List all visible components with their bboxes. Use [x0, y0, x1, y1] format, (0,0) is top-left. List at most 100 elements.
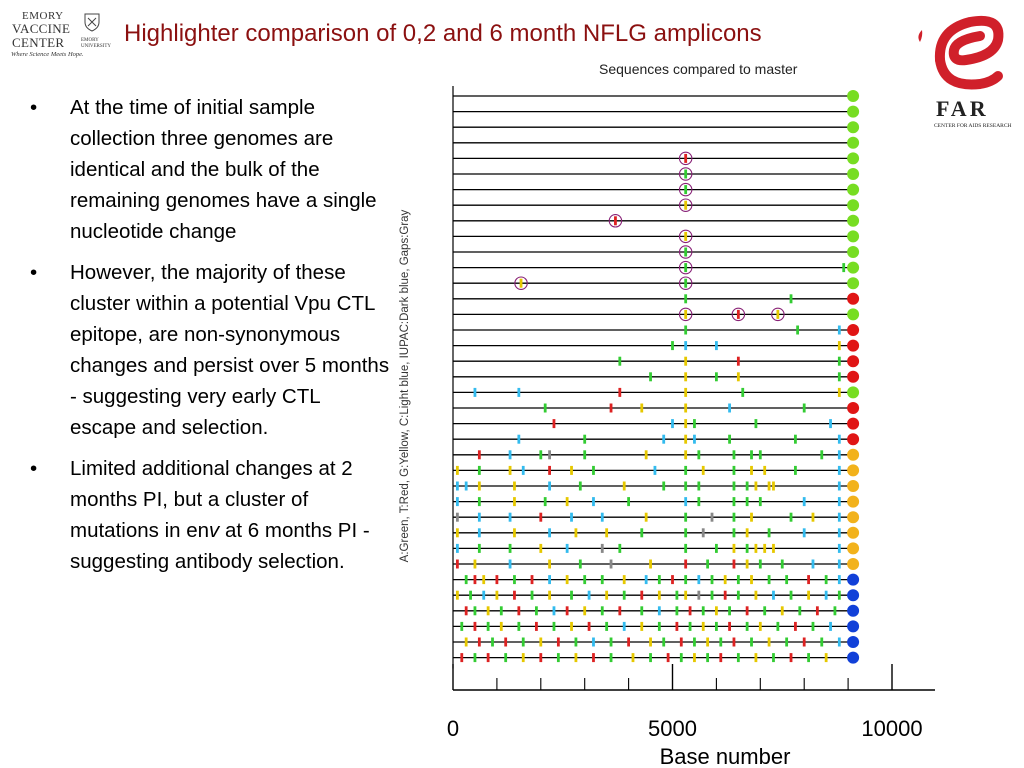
sample-dot: [847, 651, 860, 664]
mutation-mark: [600, 543, 604, 553]
mutation-mark: [811, 621, 815, 631]
mutation-mark: [548, 559, 551, 569]
mutation-mark: [684, 200, 688, 210]
sample-dot: [847, 402, 860, 414]
mutation-mark: [618, 606, 622, 616]
mutation-mark: [556, 637, 560, 647]
mutation-mark: [837, 356, 841, 366]
mutation-mark: [548, 465, 551, 475]
mutation-mark: [508, 450, 512, 460]
mutation-circle: [678, 260, 693, 275]
mutation-mark: [706, 559, 710, 569]
sample-dot: [847, 355, 860, 368]
mutation-mark: [517, 434, 521, 444]
emory-logo-line: EMORY: [22, 10, 64, 22]
bullet-dot-icon: •: [30, 457, 38, 480]
mutation-mark: [460, 621, 464, 631]
mutation-mark: [675, 621, 679, 631]
mutation-mark: [517, 621, 521, 631]
mutation-mark: [684, 169, 688, 179]
mutation-mark: [785, 637, 789, 647]
sample-dot: [847, 386, 860, 399]
mutation-mark: [794, 621, 797, 631]
mutation-mark: [565, 497, 569, 507]
mutation-mark: [499, 621, 503, 631]
sample-dot: [847, 620, 860, 633]
mutation-mark: [745, 621, 749, 631]
mutation-mark: [513, 528, 516, 538]
mutation-mark: [684, 434, 688, 444]
mutation-mark: [684, 419, 688, 429]
mutation-mark: [732, 637, 736, 647]
mutation-mark: [464, 575, 468, 585]
mutation-mark: [758, 559, 762, 569]
mutation-mark: [565, 606, 569, 616]
mutation-mark: [789, 590, 793, 600]
mutation-mark: [710, 512, 714, 522]
far-subtitle: CENTER FOR AIDS RESEARCH: [934, 123, 1012, 129]
mutation-mark: [530, 575, 534, 585]
mutation-mark: [754, 481, 758, 491]
mutation-mark: [455, 512, 459, 522]
mutation-mark: [556, 653, 560, 663]
sample-dot: [847, 183, 860, 196]
mutation-mark: [736, 653, 740, 663]
sample-dot: [847, 480, 860, 492]
sample-dot: [847, 636, 860, 648]
mutation-mark: [710, 575, 714, 585]
mutation-mark: [732, 497, 736, 507]
mutation-mark: [745, 606, 749, 616]
mutation-mark: [587, 590, 591, 600]
far-logo: FAR CENTER FOR AIDS RESEARCH: [910, 10, 1014, 136]
mutation-mark: [842, 263, 846, 273]
mutation-mark: [605, 528, 609, 538]
mutation-mark: [504, 653, 508, 663]
mutation-mark: [649, 653, 652, 663]
mutation-mark: [837, 637, 841, 647]
mutation-mark: [824, 575, 828, 585]
mutation-mark: [455, 543, 459, 553]
mutation-mark: [693, 653, 696, 663]
mutation-mark: [684, 231, 688, 241]
mutation-mark: [455, 465, 459, 475]
mutation-mark: [732, 450, 736, 460]
mutation-mark: [508, 559, 512, 569]
mutation-mark: [802, 497, 806, 507]
mutation-mark: [763, 465, 767, 475]
mutation-mark: [684, 153, 688, 163]
sample-dot: [847, 589, 860, 602]
chart-title: Sequences compared to master: [599, 61, 798, 77]
mutation-mark: [592, 465, 595, 475]
mutation-mark: [732, 528, 736, 538]
mutation-mark: [732, 481, 736, 491]
mutation-mark: [728, 434, 731, 444]
mutation-mark: [684, 387, 688, 397]
mutation-mark: [750, 575, 753, 585]
bullet-text: However, the majority of these cluster w…: [70, 261, 390, 439]
mutation-mark: [600, 512, 604, 522]
mutation-mark: [543, 403, 547, 413]
mutation-mark: [649, 559, 652, 569]
sample-dot: [847, 526, 860, 539]
mutation-mark: [464, 481, 468, 491]
sample-dot: [847, 433, 860, 446]
mutation-mark: [767, 481, 771, 491]
mutation-mark: [794, 434, 797, 444]
mutation-mark: [701, 621, 705, 631]
mutation-mark: [631, 653, 635, 663]
mutation-mark: [609, 653, 613, 663]
mutation-mark: [552, 606, 556, 616]
mutation-mark: [684, 575, 688, 585]
mutation-mark: [802, 637, 806, 647]
mutation-mark: [785, 575, 789, 585]
mutation-mark: [789, 653, 793, 663]
mutation-mark: [732, 559, 736, 569]
mutation-circle: [678, 276, 693, 290]
mutation-mark: [609, 559, 613, 569]
mutation-mark: [666, 653, 670, 663]
bullet-text: at 6 months PI - suggesting antibody sel…: [70, 519, 370, 573]
mutation-mark: [684, 481, 688, 491]
mutation-mark: [605, 621, 609, 631]
mutation-mark: [552, 419, 556, 429]
